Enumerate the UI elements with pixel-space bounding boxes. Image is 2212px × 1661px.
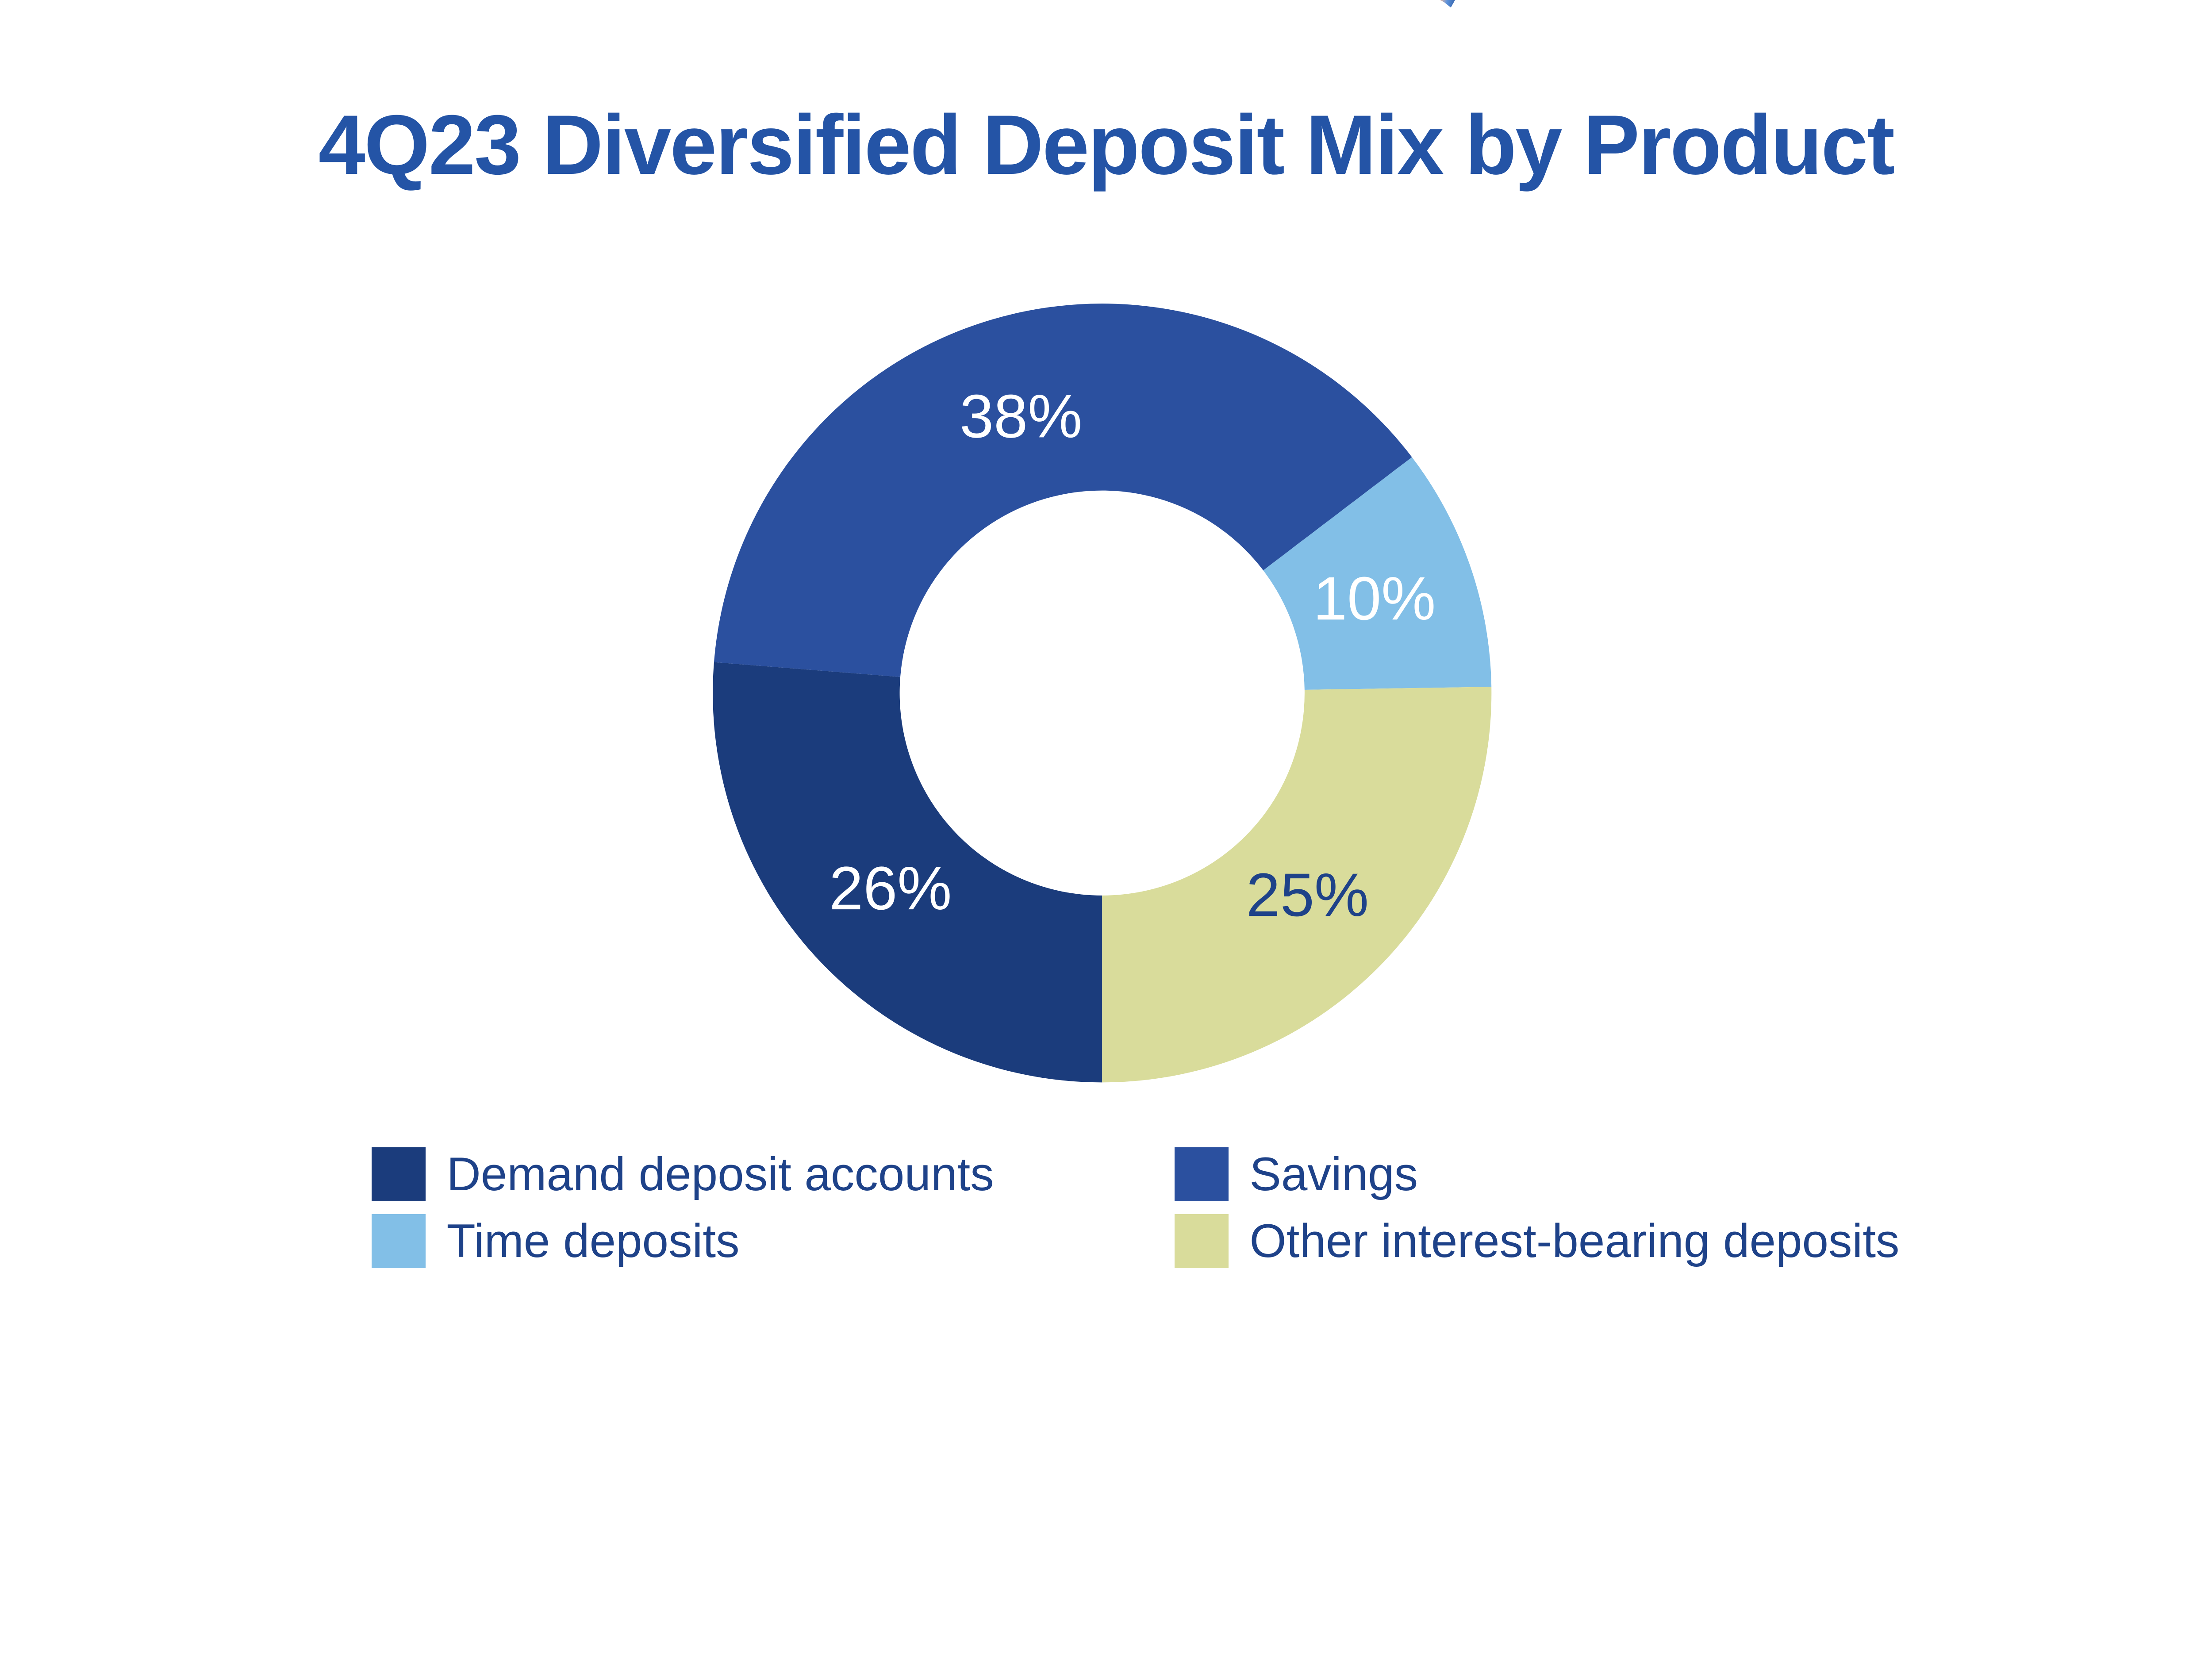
donut-slice-time-deposits	[1263, 457, 1492, 690]
top-edge-artifact	[1440, 0, 1455, 8]
legend-label-savings: Savings	[1249, 1147, 1418, 1201]
legend-swatch-other-interest-bearing-deposits	[1175, 1214, 1229, 1268]
legend-label-other-interest-bearing-deposits: Other interest-bearing deposits	[1249, 1214, 1900, 1268]
donut-chart: 26% 38% 10% 25%	[688, 279, 1517, 1107]
donut-value-label-38pct: 38%	[960, 383, 1082, 451]
legend-item-savings: Savings	[1175, 1147, 1418, 1201]
legend-swatch-time-deposits	[372, 1214, 426, 1268]
donut-labels: 26% 38% 10% 25%	[829, 383, 1436, 930]
donut-svg: 26% 38% 10% 25%	[713, 304, 1492, 1083]
donut-slice-other-interest-bearing-deposits	[1102, 687, 1492, 1083]
donut-slice-savings	[714, 304, 1412, 677]
donut-value-label-26pct: 26%	[829, 854, 952, 923]
slide-canvas: 4Q23 Diversified Deposit Mix by Product …	[318, 0, 1900, 1268]
legend-swatch-demand-deposit-accounts	[372, 1147, 426, 1201]
chart-title: 4Q23 Diversified Deposit Mix by Product	[318, 98, 1895, 192]
donut-value-label-10pct: 10%	[1313, 565, 1436, 633]
legend-item-demand-deposit-accounts: Demand deposit accounts	[372, 1147, 994, 1201]
legend-item-other-interest-bearing-deposits: Other interest-bearing deposits	[1175, 1214, 1900, 1268]
donut-value-label-25pct: 25%	[1246, 861, 1369, 929]
donut-slice-demand-deposit-accounts	[713, 662, 1102, 1083]
legend-item-time-deposits: Time deposits	[372, 1214, 740, 1268]
legend-label-time-deposits: Time deposits	[446, 1214, 740, 1268]
legend-swatch-savings	[1175, 1147, 1229, 1201]
donut-slices	[713, 304, 1492, 1083]
legend-label-demand-deposit-accounts: Demand deposit accounts	[446, 1147, 994, 1201]
